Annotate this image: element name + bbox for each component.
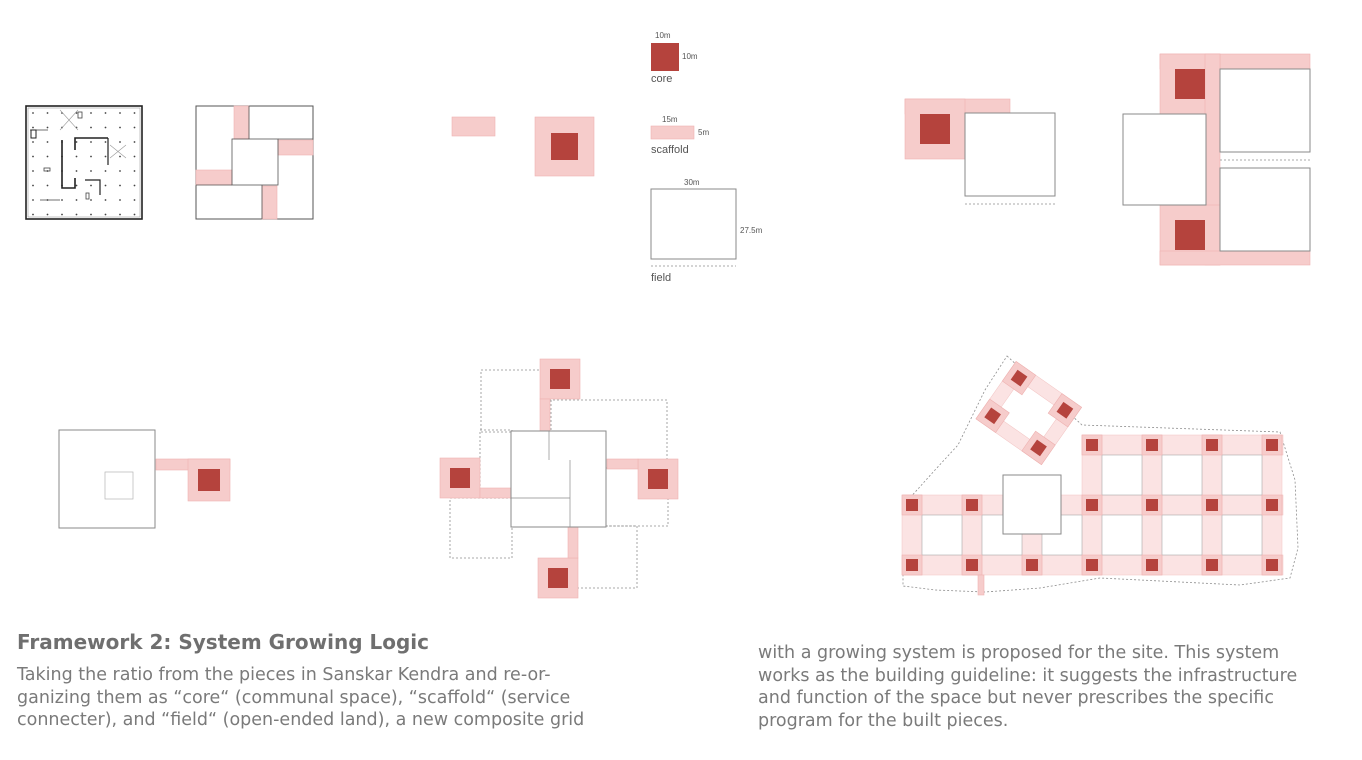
field-with-attached-core	[58, 429, 231, 529]
description-line: ganizing them as “core“ (communal space)…	[17, 687, 571, 708]
legend-core-width: 10m	[655, 31, 671, 40]
double-core-combination	[1122, 53, 1311, 266]
legend-scaffold-height: 5m	[698, 128, 709, 137]
description-column-1: Taking the ratio from the pieces in Sans…	[17, 664, 584, 732]
legend-core-label: core	[651, 73, 672, 85]
legend-core-height: 10m	[682, 52, 698, 61]
scaffold-and-core-units	[451, 116, 595, 177]
legend-core-swatch	[651, 43, 679, 71]
description-line: connecter), and “field“ (open-ended land…	[17, 710, 585, 730]
legend-core: 10m 10m core	[651, 31, 698, 85]
diagram-canvas: 10m 10m core 15m 5m scaffold 30m 27.5m f…	[25, 31, 1311, 599]
legend-scaffold-swatch	[650, 125, 695, 140]
site-grid-system	[901, 355, 1299, 596]
core-field-combination	[904, 98, 1056, 205]
description-line: Taking the ratio from the pieces in Sans…	[17, 665, 551, 685]
legend-field-swatch	[650, 188, 737, 260]
pinwheel-reorganized-plan	[195, 105, 314, 220]
legend-field-width: 30m	[684, 178, 700, 187]
pinwheel-growth	[439, 358, 679, 599]
description-line: works as the building guideline: it sugg…	[758, 665, 1298, 686]
legend-field-label: field	[651, 272, 671, 284]
description-line: and function of the space but never pres…	[758, 688, 1274, 708]
legend-scaffold-width: 15m	[662, 115, 678, 124]
description-column-2: with a growing system is proposed for th…	[758, 642, 1297, 732]
legend-scaffold-label: scaffold	[651, 144, 689, 156]
description-line: with a growing system is proposed for th…	[758, 643, 1280, 663]
sanskar-kendra-plan	[25, 105, 143, 220]
legend-field: 30m 27.5m field	[650, 178, 763, 284]
framework-title: Framework 2: System Growing Logic	[17, 630, 430, 654]
legend-scaffold: 15m 5m scaffold	[650, 115, 709, 156]
legend-field-height: 27.5m	[740, 226, 763, 235]
description-line: program for the built pieces.	[758, 710, 1009, 731]
